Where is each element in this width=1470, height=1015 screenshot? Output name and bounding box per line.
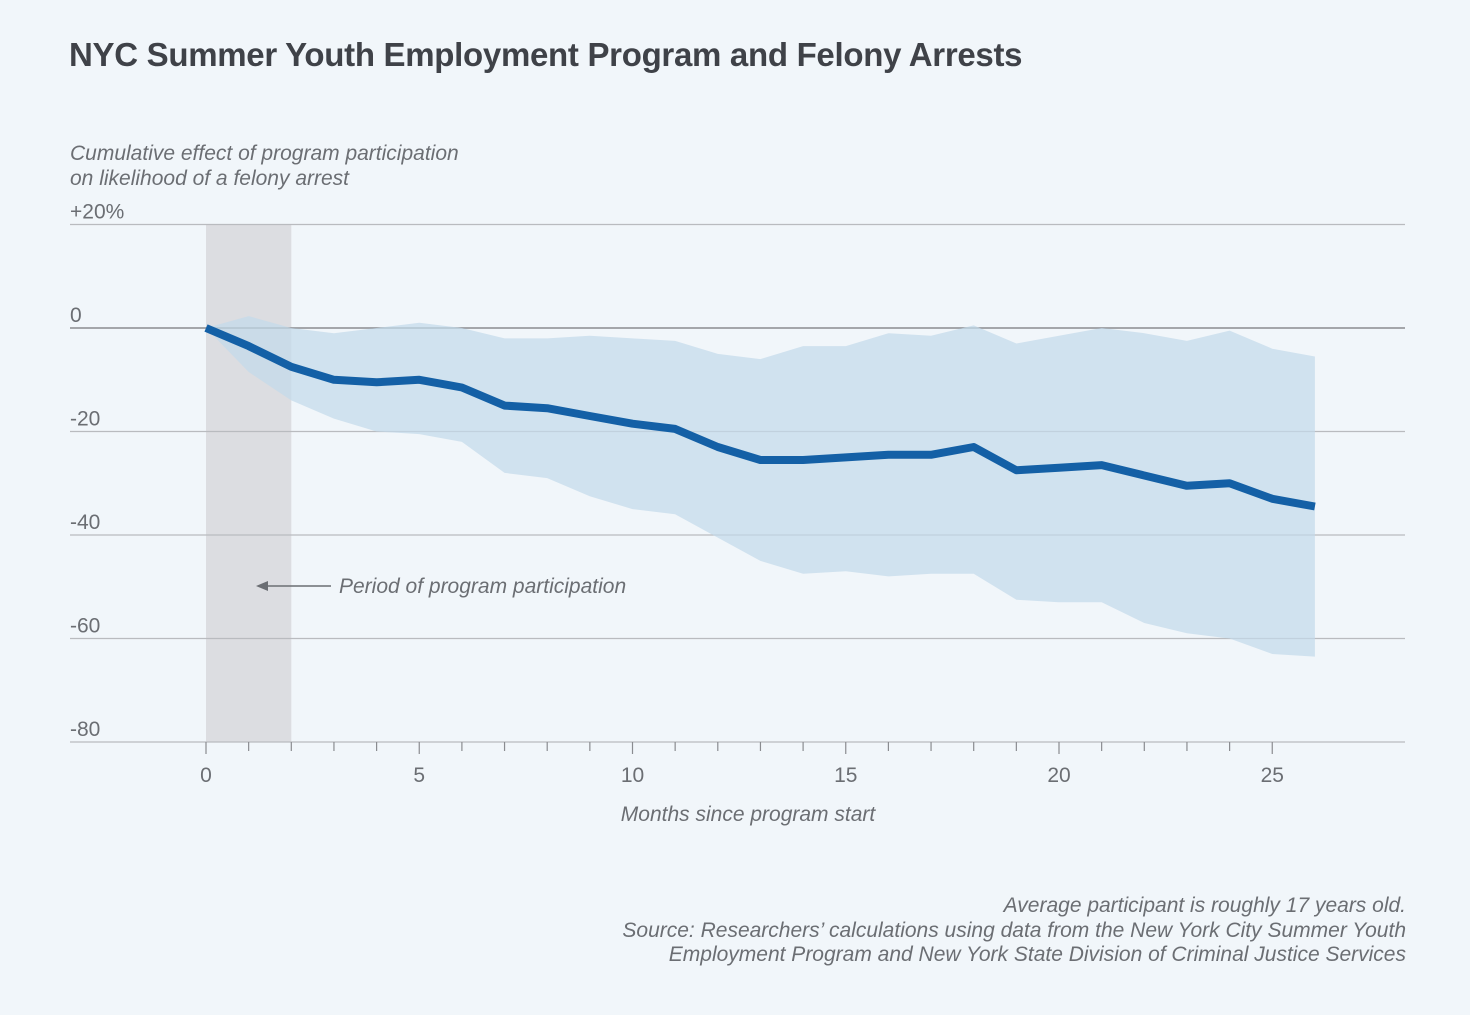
participation-period-label: Period of program participation — [339, 575, 626, 598]
y-tick-label: -80 — [70, 718, 100, 741]
chart-title: NYC Summer Youth Employment Program and … — [69, 36, 1023, 73]
y-axis-title-line-1: Cumulative effect of program participati… — [70, 142, 459, 165]
confidence-band — [206, 316, 1315, 657]
y-tick-label: +20% — [70, 201, 124, 224]
x-tick-label: 10 — [621, 764, 644, 787]
note-age: Average participant is roughly 17 years … — [1003, 894, 1406, 917]
y-tick-label: 0 — [70, 304, 82, 327]
x-tick-label: 15 — [834, 764, 857, 787]
chart-notes: Average participant is roughly 17 years … — [622, 894, 1406, 968]
x-tick-label: 25 — [1261, 764, 1284, 787]
y-tick-label: -40 — [70, 511, 100, 534]
y-axis-title: Cumulative effect of program participati… — [70, 141, 459, 191]
note-source-line-2: Employment Program and New York State Di… — [668, 943, 1406, 966]
x-tick-label: 0 — [200, 764, 212, 787]
note-source-line-1: Source: Researchers’ calculations using … — [622, 918, 1406, 942]
participation-period-shade — [206, 224, 292, 742]
x-axis-title: Months since program start — [621, 803, 877, 826]
y-tick-label: -20 — [70, 408, 100, 431]
x-tick-label: 5 — [413, 764, 425, 787]
y-axis-title-line-2: on likelihood of a felony arrest — [70, 167, 349, 190]
arrow-left-icon — [256, 581, 268, 591]
y-tick-label: -60 — [70, 615, 100, 638]
x-tick-label: 20 — [1047, 764, 1070, 787]
